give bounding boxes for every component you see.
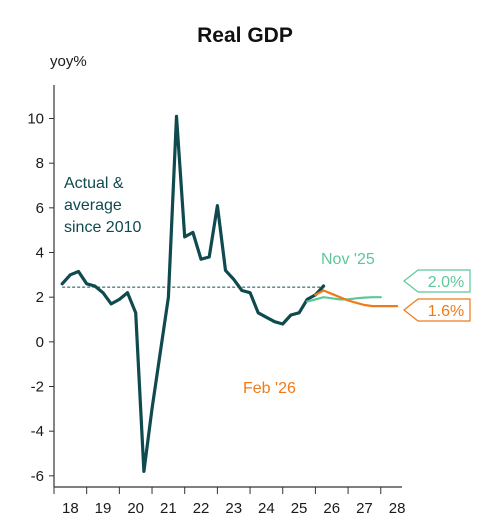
x-tick-label: 25	[291, 500, 308, 517]
x-tick-label: 23	[225, 500, 242, 517]
y-tick-label: 8	[36, 155, 44, 172]
x-tick-label: 18	[62, 500, 79, 517]
y-tick-label: 0	[36, 334, 44, 351]
x-tick-label: 26	[323, 500, 340, 517]
series-line-0	[60, 114, 326, 473]
annotation-actual-line: average	[64, 197, 122, 214]
nov-end-badge-box	[403, 269, 471, 293]
x-tick-label: 28	[389, 500, 406, 517]
y-tick-label: -4	[31, 423, 44, 440]
nov-end-badge-label: 2.0%	[428, 274, 464, 291]
feb-end-badge-box	[403, 298, 471, 322]
x-tick-label: 22	[193, 500, 210, 517]
annotation-feb: Feb '26	[243, 380, 296, 397]
y-tick-label: 10	[27, 111, 44, 128]
annotation-actual-line: Actual &	[64, 175, 124, 192]
y-tick-label: 2	[36, 289, 44, 306]
x-tick-label: 24	[258, 500, 275, 517]
annotation-actual-line: since 2010	[64, 219, 141, 236]
y-tick-label: 6	[36, 200, 44, 217]
series-line-2	[314, 289, 399, 308]
y-tick-label: -6	[31, 468, 44, 485]
feb-end-badge-label: 1.6%	[428, 303, 464, 320]
x-tick-label: 21	[160, 500, 177, 517]
y-tick-label: 4	[36, 245, 44, 262]
y-axis-label: yoy%	[50, 53, 87, 70]
y-tick-label: -2	[31, 379, 44, 396]
annotation-nov: Nov '25	[321, 251, 375, 268]
chart-title: Real GDP	[197, 24, 293, 47]
x-tick-label: 20	[127, 500, 144, 517]
x-tick-label: 27	[356, 500, 373, 517]
x-tick-label: 19	[95, 500, 112, 517]
